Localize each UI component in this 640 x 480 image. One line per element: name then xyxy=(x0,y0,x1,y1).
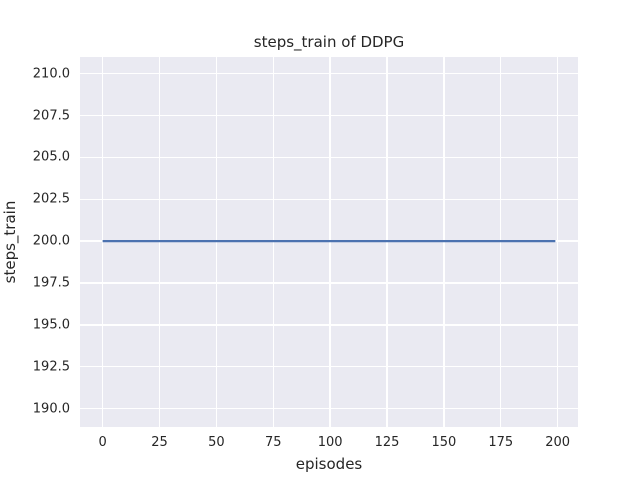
y-gridline xyxy=(80,73,578,75)
y-gridline xyxy=(80,282,578,284)
x-tick-label: 125 xyxy=(374,435,400,450)
plot-area xyxy=(80,57,578,427)
x-tick-label: 25 xyxy=(151,435,168,450)
y-tick-label: 202.5 xyxy=(32,191,70,207)
x-tick-label: 100 xyxy=(317,435,343,450)
y-tick-label: 197.5 xyxy=(32,275,70,291)
x-tick-label: 150 xyxy=(431,435,457,450)
y-gridline xyxy=(80,324,578,326)
y-tick-label: 210.0 xyxy=(32,66,70,82)
x-tick-label: 75 xyxy=(264,435,282,450)
y-tick-label: 190.0 xyxy=(32,401,70,417)
y-gridline xyxy=(80,198,578,200)
x-tick-label: 0 xyxy=(98,435,107,450)
y-gridline xyxy=(80,366,578,368)
x-gridline xyxy=(556,57,559,427)
chart-title: steps_train of DDPG xyxy=(253,33,405,51)
y-tick-label: 192.5 xyxy=(32,359,70,375)
y-tick-label: 200.0 xyxy=(32,233,70,249)
y-axis-label: steps_train xyxy=(1,200,19,284)
x-tick-label: 175 xyxy=(488,435,514,450)
y-gridline xyxy=(80,407,578,410)
y-tick-label: 207.5 xyxy=(32,108,70,124)
y-gridline xyxy=(80,156,578,159)
x-tick-label: 200 xyxy=(545,435,571,450)
y-gridline xyxy=(80,114,578,117)
series-layer xyxy=(102,240,556,243)
y-tick-label: 205.0 xyxy=(32,149,70,165)
x-gridline xyxy=(101,57,104,427)
y-tick-label: 195.0 xyxy=(32,317,70,333)
x-tick-label: 50 xyxy=(208,435,225,450)
x-axis-label: episodes xyxy=(295,455,363,473)
